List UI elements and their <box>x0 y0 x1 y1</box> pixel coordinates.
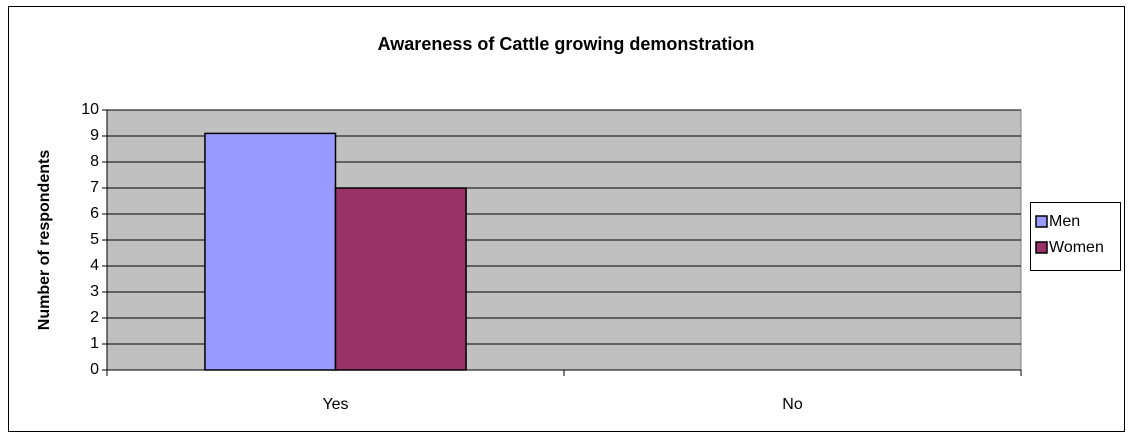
y-axis-label: Number of respondents <box>36 150 53 331</box>
y-tick-label: 1 <box>90 335 99 352</box>
x-tick-label: No <box>782 396 803 413</box>
y-tick-label: 4 <box>90 257 99 274</box>
y-tick-label: 9 <box>90 127 99 144</box>
legend-swatch <box>1035 241 1048 254</box>
x-tick-label: Yes <box>322 396 348 413</box>
legend-label: Men <box>1049 213 1080 230</box>
legend-swatch <box>1035 215 1048 228</box>
y-tick-label: 6 <box>90 205 99 222</box>
y-tick-label: 7 <box>90 179 99 196</box>
legend-label: Women <box>1049 239 1104 256</box>
y-tick-label: 0 <box>90 361 99 378</box>
y-tick-label: 10 <box>81 101 99 118</box>
y-tick-label: 8 <box>90 153 99 170</box>
y-tick-label: 2 <box>90 309 99 326</box>
legend-box <box>1030 202 1121 271</box>
y-tick-label: 5 <box>90 231 99 248</box>
bar <box>334 187 467 371</box>
y-tick-label: 3 <box>90 283 99 300</box>
bar <box>204 132 337 371</box>
chart-title: Awareness of Cattle growing demonstratio… <box>378 34 755 54</box>
